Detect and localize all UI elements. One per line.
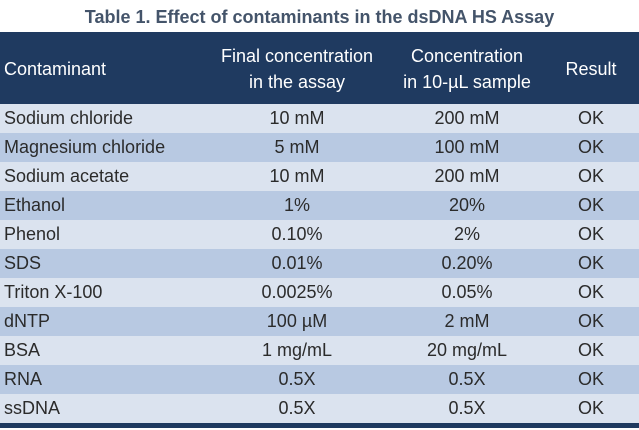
header-sample-concentration-line1: Concentration [410,46,524,66]
cell-contaminant: SDS [4,253,42,273]
cell-result: OK [577,253,604,273]
cell-final-concentration: 1% [283,195,310,215]
table-row: SDS 0.01% 0.20% OK [0,249,639,278]
contaminants-table: Contaminant Final concentration in the a… [0,32,639,430]
cell-sample-concentration: 100 mM [434,137,500,157]
cell-final-concentration: 0.10% [271,224,323,244]
header-result: Result [565,59,617,79]
table-bottom-border [0,423,639,428]
cell-contaminant: Ethanol [4,195,66,215]
cell-final-concentration: 0.5X [278,369,316,389]
table-row: dNTP 100 µM 2 mM OK [0,307,639,336]
table-row: ssDNA 0.5X 0.5X OK [0,394,639,423]
cell-sample-concentration: 200 mM [434,108,500,128]
header-final-concentration-line1: Final concentration [220,46,374,66]
table-caption: Table 1. Effect of contaminants in the d… [84,7,555,27]
table-row: Ethanol 1% 20% OK [0,191,639,220]
cell-contaminant: RNA [4,369,43,389]
table-row: RNA 0.5X 0.5X OK [0,365,639,394]
cell-final-concentration: 10 mM [269,108,325,128]
table-body: Sodium chloride 10 mM 200 mM OK Magnesium ch… [0,104,639,423]
cell-sample-concentration: 0.5X [448,369,486,389]
cell-final-concentration: 0.0025% [261,282,333,302]
cell-final-concentration: 5 mM [274,137,320,157]
cell-result: OK [577,195,604,215]
cell-result: OK [577,224,604,244]
header-sample-concentration-line2: in 10-µL sample [403,72,531,92]
cell-sample-concentration: 0.5X [448,398,486,418]
cell-final-concentration: 10 mM [269,166,325,186]
cell-contaminant: Sodium acetate [4,166,130,186]
header-final-concentration-line2: in the assay [248,72,346,92]
cell-contaminant: dNTP [4,311,51,331]
cell-contaminant: Triton X-100 [4,282,103,302]
cell-final-concentration: 1 mg/mL [261,340,333,360]
cell-sample-concentration: 0.20% [441,253,493,273]
cell-result: OK [577,340,604,360]
cell-contaminant: Sodium chloride [4,108,134,128]
cell-sample-concentration: 0.05% [441,282,493,302]
cell-result: OK [577,282,604,302]
cell-result: OK [577,311,604,331]
header-sample-concentration: Concentration in 10-µL sample [391,34,543,104]
cell-contaminant: Phenol [4,224,61,244]
table-row: Sodium chloride 10 mM 200 mM OK [0,104,639,133]
cell-result: OK [577,108,604,128]
cell-sample-concentration: 20 mg/mL [426,340,508,360]
table-row: BSA 1 mg/mL 20 mg/mL OK [0,336,639,365]
cell-contaminant: ssDNA [4,398,61,418]
cell-result: OK [577,369,604,389]
cell-sample-concentration: 2 mM [444,311,490,331]
cell-contaminant: Magnesium chloride [4,137,166,157]
header-final-concentration: Final concentration in the assay [203,34,391,104]
cell-sample-concentration: 2% [453,224,480,244]
header-contaminant: Contaminant [4,59,107,79]
cell-contaminant: BSA [4,340,41,360]
cell-final-concentration: 100 µM [266,311,328,331]
cell-result: OK [577,398,604,418]
cell-sample-concentration: 20% [448,195,486,215]
cell-result: OK [577,137,604,157]
table-row: Magnesium chloride 5 mM 100 mM OK [0,133,639,162]
table-row: Phenol 0.10% 2% OK [0,220,639,249]
table-row: Sodium acetate 10 mM 200 mM OK [0,162,639,191]
cell-final-concentration: 0.5X [278,398,316,418]
cell-final-concentration: 0.01% [271,253,323,273]
cell-result: OK [577,166,604,186]
table-row: Triton X-100 0.0025% 0.05% OK [0,278,639,307]
cell-sample-concentration: 200 mM [434,166,500,186]
table-header-row: Contaminant Final concentration in the a… [0,34,639,104]
